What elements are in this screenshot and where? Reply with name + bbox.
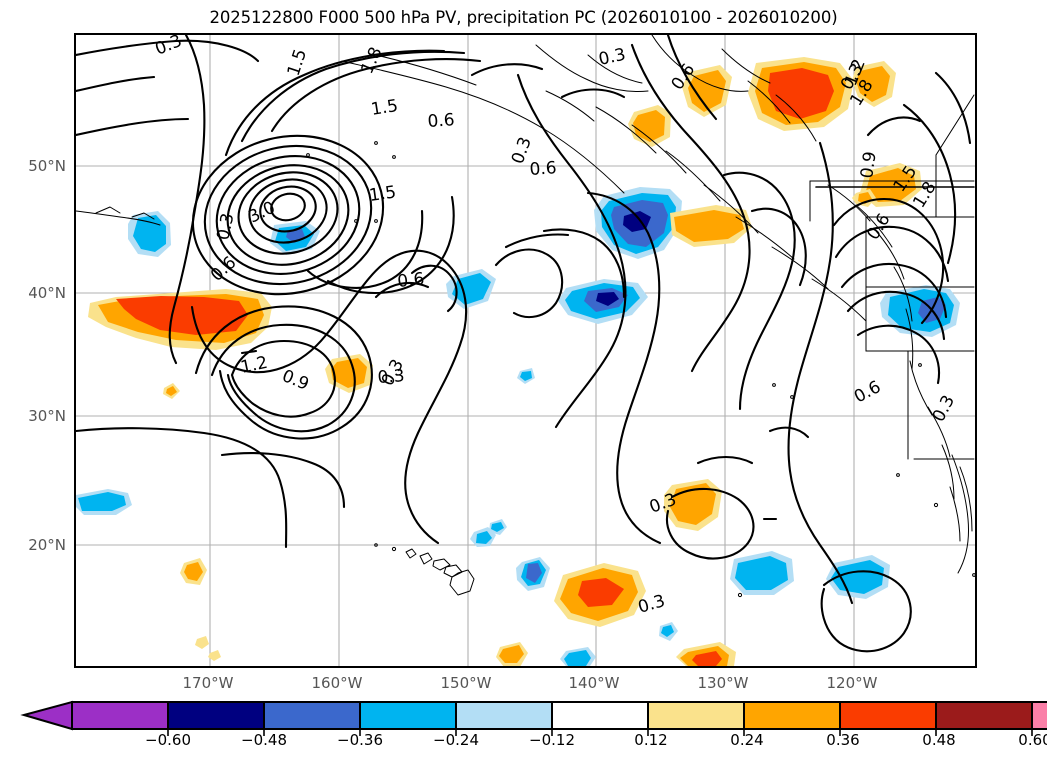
colorbar-under-arrow — [20, 700, 73, 731]
colorbar-tick-label: 0.60 — [1018, 731, 1047, 749]
xtick-label-140w: 140°W — [568, 674, 620, 692]
ytick-label-50n: 50°N — [28, 157, 66, 175]
colorbar-segment — [455, 701, 553, 730]
colorbar-tick-label: 0.24 — [730, 731, 764, 749]
colorbar-segment — [167, 701, 265, 730]
xtick-label-150w: 150°W — [440, 674, 492, 692]
contour-label: 0.6 — [427, 110, 455, 132]
colorbar-tick-label: −0.24 — [433, 731, 479, 749]
ytick-label-30n: 30°N — [28, 407, 66, 425]
contour-label: 1.5 — [368, 182, 398, 206]
contour-lines — [76, 35, 972, 653]
contour-label: 0.3 — [377, 366, 405, 388]
colorbar-segment — [839, 701, 937, 730]
shaded-anomaly-patches — [76, 57, 960, 666]
colorbar-ticks — [167, 729, 1033, 736]
contour-label: 0.6 — [396, 269, 425, 292]
ytick-label-20n: 20°N — [28, 536, 66, 554]
colorbar-tick-label: 0.48 — [922, 731, 956, 749]
colorbar-tick-label: −0.48 — [241, 731, 287, 749]
colorbar-over-group — [1031, 701, 1047, 730]
colorbar-over-arrow — [1031, 701, 1047, 730]
ytick-label-40n: 40°N — [28, 284, 66, 302]
colorbar-segment — [935, 701, 1033, 730]
colorbar-segment — [263, 701, 361, 730]
colorbar-segment — [551, 701, 649, 730]
colorbar-segment — [71, 701, 169, 730]
colorbar-tick-label: −0.60 — [145, 731, 191, 749]
xtick-label-160w: 160°W — [311, 674, 363, 692]
contour-label: 1.5 — [370, 96, 400, 120]
map-plot-area[interactable]: 0.3 1.5 1.8 1.5 1.5 0.3 3.0 0.6 1.2 0.9 … — [74, 33, 977, 668]
colorbar-segment — [359, 701, 457, 730]
coastlines — [76, 35, 975, 598]
contour-label: 0.9 — [857, 150, 881, 180]
chart-title: 2025122800 F000 500 hPa PV, precipitatio… — [209, 8, 838, 27]
contour-label: 0.6 — [529, 158, 557, 180]
colorbar-tick-label: −0.36 — [337, 731, 383, 749]
colorbar-tick-label: 0.36 — [826, 731, 860, 749]
colorbar-segment — [743, 701, 841, 730]
xtick-label-130w: 130°W — [697, 674, 749, 692]
colorbar-tick-label: 0.12 — [634, 731, 668, 749]
colorbar-segments — [20, 700, 1033, 731]
xtick-label-170w: 170°W — [182, 674, 234, 692]
colorbar[interactable]: −0.60 −0.48 −0.36 −0.24 −0.12 0.12 0.24 … — [0, 698, 1047, 765]
colorbar-segment — [647, 701, 745, 730]
colorbar-tick-label: −0.12 — [529, 731, 575, 749]
xtick-label-120w: 120°W — [826, 674, 878, 692]
